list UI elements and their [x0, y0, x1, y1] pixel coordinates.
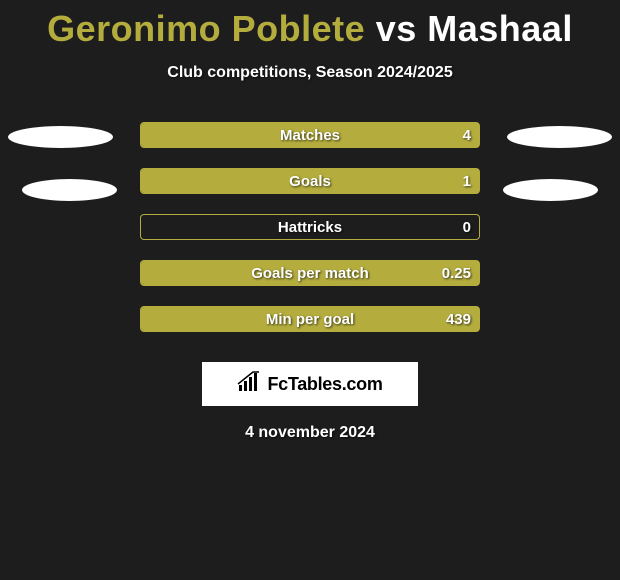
stat-row: Matches 4: [0, 122, 620, 168]
stat-label: Hattricks: [141, 215, 479, 241]
stat-value: 0: [463, 215, 471, 241]
date-text: 4 november 2024: [0, 424, 620, 442]
player2-name: Mashaal: [427, 8, 573, 49]
stat-bar-fill: [141, 169, 479, 193]
stat-row: Goals per match 0.25: [0, 260, 620, 306]
vs-text: vs: [376, 8, 417, 49]
stat-bar-fill: [141, 307, 479, 331]
stats-container: Matches 4 Goals 1 Hattricks 0 Goals per …: [0, 122, 620, 352]
stat-row: Min per goal 439: [0, 306, 620, 352]
branding-text: FcTables.com: [267, 374, 382, 395]
stat-bar: Min per goal 439: [140, 306, 480, 332]
comparison-title: Geronimo Poblete vs Mashaal: [0, 0, 620, 50]
stat-row: Hattricks 0: [0, 214, 620, 260]
stat-bar: Goals 1: [140, 168, 480, 194]
chart-icon: [237, 371, 263, 398]
stat-bar-fill: [141, 123, 479, 147]
stat-bar-fill: [141, 261, 479, 285]
subtitle: Club competitions, Season 2024/2025: [0, 64, 620, 82]
stat-bar: Goals per match 0.25: [140, 260, 480, 286]
player1-name: Geronimo Poblete: [47, 8, 365, 49]
stat-bar: Hattricks 0: [140, 214, 480, 240]
stat-bar: Matches 4: [140, 122, 480, 148]
stat-row: Goals 1: [0, 168, 620, 214]
branding-badge: FcTables.com: [202, 362, 418, 406]
